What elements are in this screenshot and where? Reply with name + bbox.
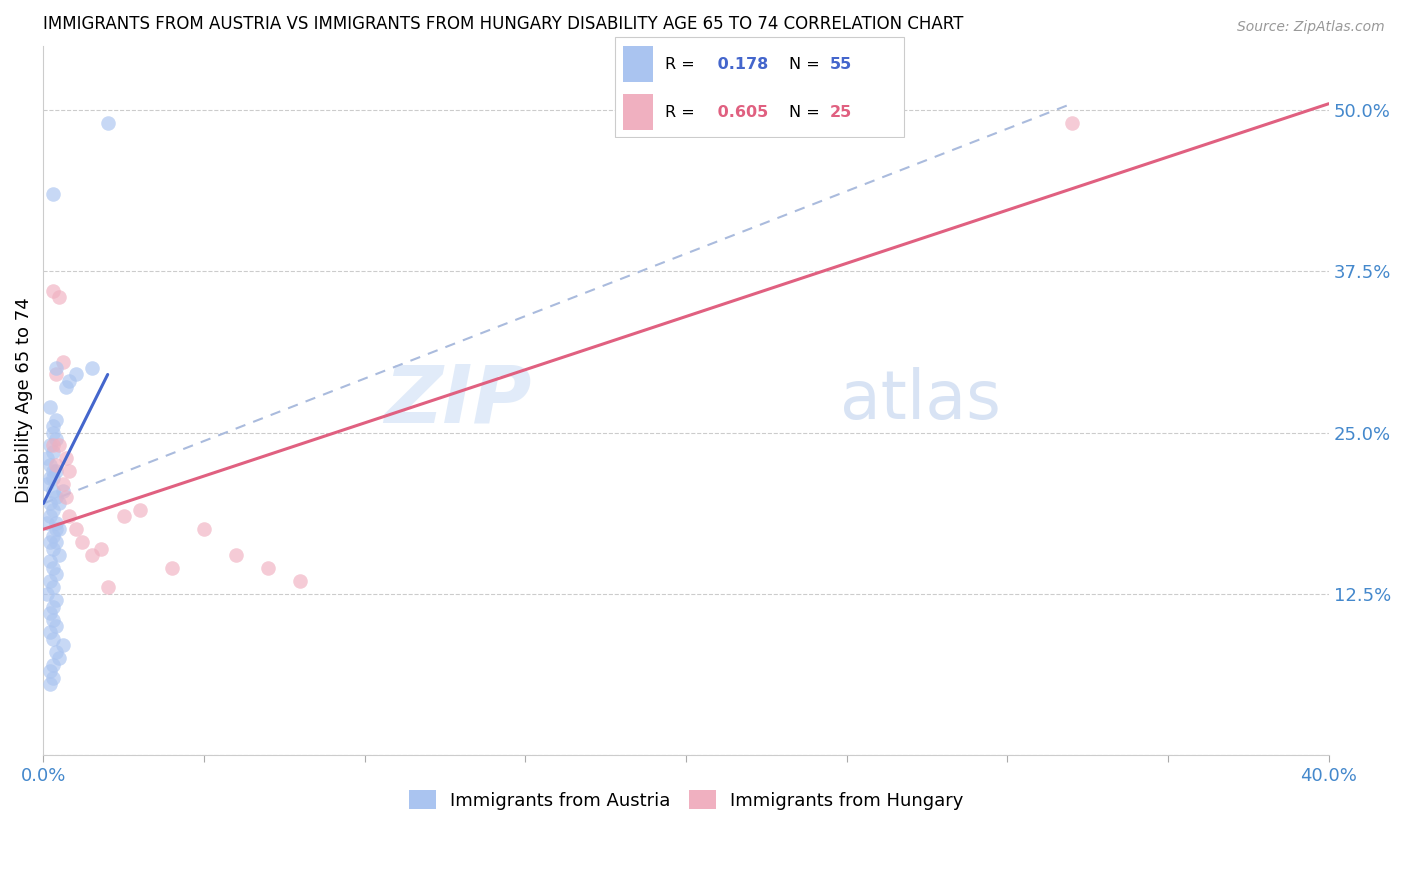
Point: [45, 361, 67, 376]
Point: [38, 664, 60, 678]
Point: [35, 516, 58, 530]
Point: [48, 496, 70, 510]
Point: [42, 671, 65, 685]
Point: [42, 561, 65, 575]
Point: [48, 522, 70, 536]
Point: [38, 535, 60, 549]
Text: N =: N =: [789, 105, 825, 120]
Point: [70, 535, 93, 549]
Point: [45, 516, 67, 530]
Point: [45, 593, 67, 607]
Point: [90, 541, 112, 556]
Point: [58, 464, 80, 478]
Text: ZIP: ZIP: [384, 361, 531, 439]
Point: [42, 657, 65, 672]
Point: [38, 606, 60, 620]
Point: [48, 438, 70, 452]
Point: [42, 464, 65, 478]
Point: [55, 380, 77, 394]
Point: [45, 412, 67, 426]
Text: R =: R =: [665, 57, 700, 72]
Point: [42, 503, 65, 517]
Point: [42, 445, 65, 459]
Text: 0.605: 0.605: [711, 105, 768, 120]
Point: [112, 509, 135, 524]
Point: [45, 535, 67, 549]
Point: [80, 361, 103, 376]
Y-axis label: Disability Age 65 to 74: Disability Age 65 to 74: [15, 297, 32, 503]
Point: [38, 458, 60, 472]
Point: [225, 548, 247, 562]
Point: [35, 451, 58, 466]
Point: [45, 645, 67, 659]
Point: [45, 490, 67, 504]
Point: [48, 290, 70, 304]
Point: [58, 509, 80, 524]
Point: [52, 638, 75, 652]
Text: R =: R =: [665, 105, 700, 120]
Point: [52, 477, 75, 491]
Point: [80, 548, 103, 562]
FancyBboxPatch shape: [614, 37, 904, 137]
Legend: Immigrants from Austria, Immigrants from Hungary: Immigrants from Austria, Immigrants from…: [402, 783, 970, 817]
Point: [45, 458, 67, 472]
Point: [38, 509, 60, 524]
Point: [1060, 116, 1083, 130]
Point: [128, 503, 150, 517]
Point: [42, 284, 65, 298]
Point: [35, 587, 58, 601]
Point: [42, 529, 65, 543]
Point: [42, 613, 65, 627]
Point: [45, 432, 67, 446]
Point: [42, 438, 65, 452]
Point: [160, 561, 183, 575]
Point: [38, 677, 60, 691]
Point: [42, 483, 65, 498]
Point: [35, 477, 58, 491]
Text: 55: 55: [830, 57, 852, 72]
Point: [38, 625, 60, 640]
Text: N =: N =: [789, 57, 825, 72]
Text: atlas: atlas: [841, 368, 1001, 434]
Text: 25: 25: [830, 105, 852, 120]
Text: 0.178: 0.178: [711, 57, 768, 72]
Text: IMMIGRANTS FROM AUSTRIA VS IMMIGRANTS FROM HUNGARY DISABILITY AGE 65 TO 74 CORRE: IMMIGRANTS FROM AUSTRIA VS IMMIGRANTS FR…: [44, 15, 963, 33]
Point: [38, 496, 60, 510]
Point: [42, 419, 65, 434]
Point: [55, 490, 77, 504]
Point: [42, 186, 65, 201]
Point: [42, 632, 65, 646]
Point: [45, 619, 67, 633]
Bar: [623, 45, 652, 82]
Text: Source: ZipAtlas.com: Source: ZipAtlas.com: [1237, 20, 1385, 34]
Point: [193, 522, 215, 536]
Point: [65, 522, 87, 536]
Point: [45, 567, 67, 582]
Point: [38, 574, 60, 588]
Point: [52, 354, 75, 368]
Point: [97, 116, 120, 130]
Point: [48, 651, 70, 665]
Point: [42, 580, 65, 594]
Point: [42, 470, 65, 484]
Point: [45, 464, 67, 478]
Point: [45, 522, 67, 536]
Point: [290, 574, 312, 588]
Point: [65, 368, 87, 382]
Point: [38, 470, 60, 484]
Point: [38, 554, 60, 568]
Point: [42, 599, 65, 614]
Point: [257, 561, 280, 575]
Point: [42, 425, 65, 440]
Point: [58, 374, 80, 388]
Point: [42, 541, 65, 556]
Point: [45, 368, 67, 382]
Point: [52, 483, 75, 498]
Point: [38, 400, 60, 414]
Point: [97, 580, 120, 594]
Bar: [623, 95, 652, 130]
Point: [55, 451, 77, 466]
Point: [38, 438, 60, 452]
Point: [48, 548, 70, 562]
